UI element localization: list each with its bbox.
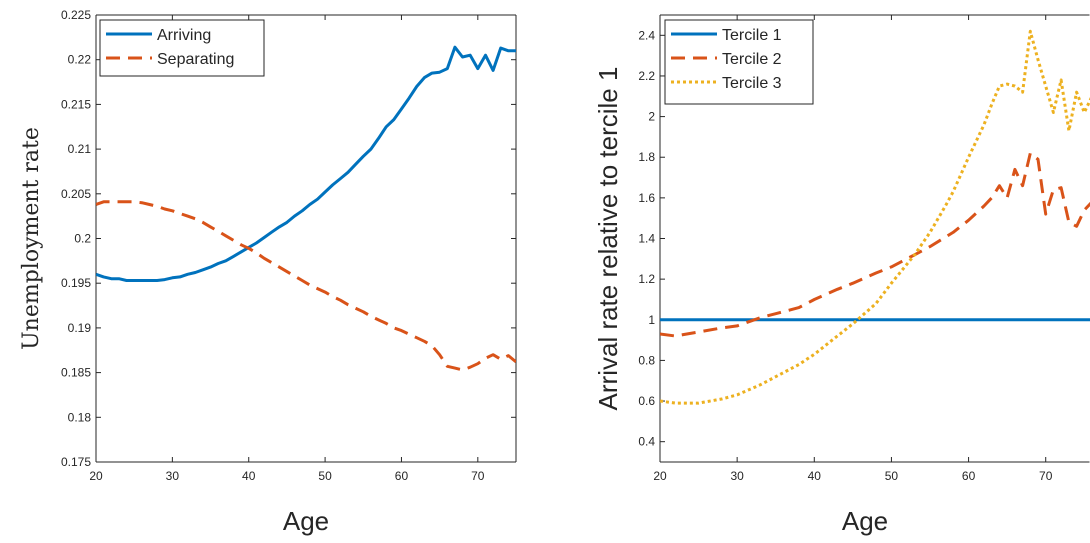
x-tick-label: 30 (730, 469, 744, 483)
legend-label: Tercile 3 (722, 75, 782, 92)
legend-box (99, 19, 265, 77)
y-tick-label: 0.225 (61, 8, 91, 22)
chart-panel-1: 20 30 40 50 60 70 0.175 0.18 0.185 0.19 0.195 0.2 0.… (19, 8, 517, 536)
x-tick-label: 20 (653, 469, 667, 483)
x-tick-label: 70 (1039, 469, 1053, 483)
x-tick-label: 40 (242, 469, 256, 483)
legend: Tercile 1 Tercile 2 Tercile 3 (664, 19, 814, 105)
legend-label: Separating (157, 51, 234, 68)
x-tick-label: 60 (395, 469, 409, 483)
y-tick-label: 0.205 (61, 187, 91, 201)
x-tick-label: 20 (89, 469, 103, 483)
y-tick-label: 1.6 (638, 191, 655, 205)
series-line-tercile-2 (660, 151, 1090, 338)
y-tick-label: 0.2 (74, 232, 91, 246)
y-tick-label: 0.8 (638, 353, 655, 367)
y-tick-label: 2 (648, 110, 655, 124)
x-axis-label: Age (842, 506, 888, 536)
y-axis-label: Arrival rate relative to tercile 1 (593, 67, 623, 411)
x-tick-label: 30 (166, 469, 180, 483)
x-tick-label: 60 (962, 469, 976, 483)
legend-label: Arriving (157, 27, 211, 44)
y-tick-label: 0.6 (638, 394, 655, 408)
x-axis-label: Age (283, 506, 329, 536)
legend: Arriving Separating (99, 19, 265, 77)
y-tick-label: 2.2 (638, 69, 655, 83)
y-tick-label: 0.22 (68, 53, 92, 67)
y-tick-label: 0.19 (68, 321, 92, 335)
y-tick-label: 0.175 (61, 455, 91, 469)
y-tick-label: 0.185 (61, 366, 91, 380)
y-tick-label: 0.195 (61, 276, 91, 290)
y-tick-label: 0.18 (68, 410, 92, 424)
x-tick-label: 50 (885, 469, 899, 483)
y-tick-label: 0.21 (68, 142, 92, 156)
x-tick-label: 50 (318, 469, 332, 483)
series-line-arriving (96, 45, 516, 282)
y-tick-label: 0.4 (638, 435, 655, 449)
x-tick-label: 70 (471, 469, 485, 483)
x-tick-label: 40 (808, 469, 822, 483)
series-line-separating (96, 200, 516, 372)
y-tick-label: 1.2 (638, 272, 655, 286)
legend-label: Tercile 2 (722, 51, 782, 68)
series-line-tercile-3 (660, 29, 1090, 405)
legend-label: Tercile 1 (722, 27, 782, 44)
y-tick-label: 1.8 (638, 150, 655, 164)
y-axis-label: Unemployment rate (19, 127, 44, 350)
y-tick-label: 1 (648, 313, 655, 327)
y-tick-label: 2.4 (638, 28, 655, 42)
chart-panel-2: 20 30 40 50 60 70 0.4 0.6 0.8 1 1.2 1.4 1.6 1.8 2 2.2 2.… (593, 14, 1090, 536)
y-tick-label: 0.215 (61, 97, 91, 111)
y-tick-label: 1.4 (638, 232, 655, 246)
